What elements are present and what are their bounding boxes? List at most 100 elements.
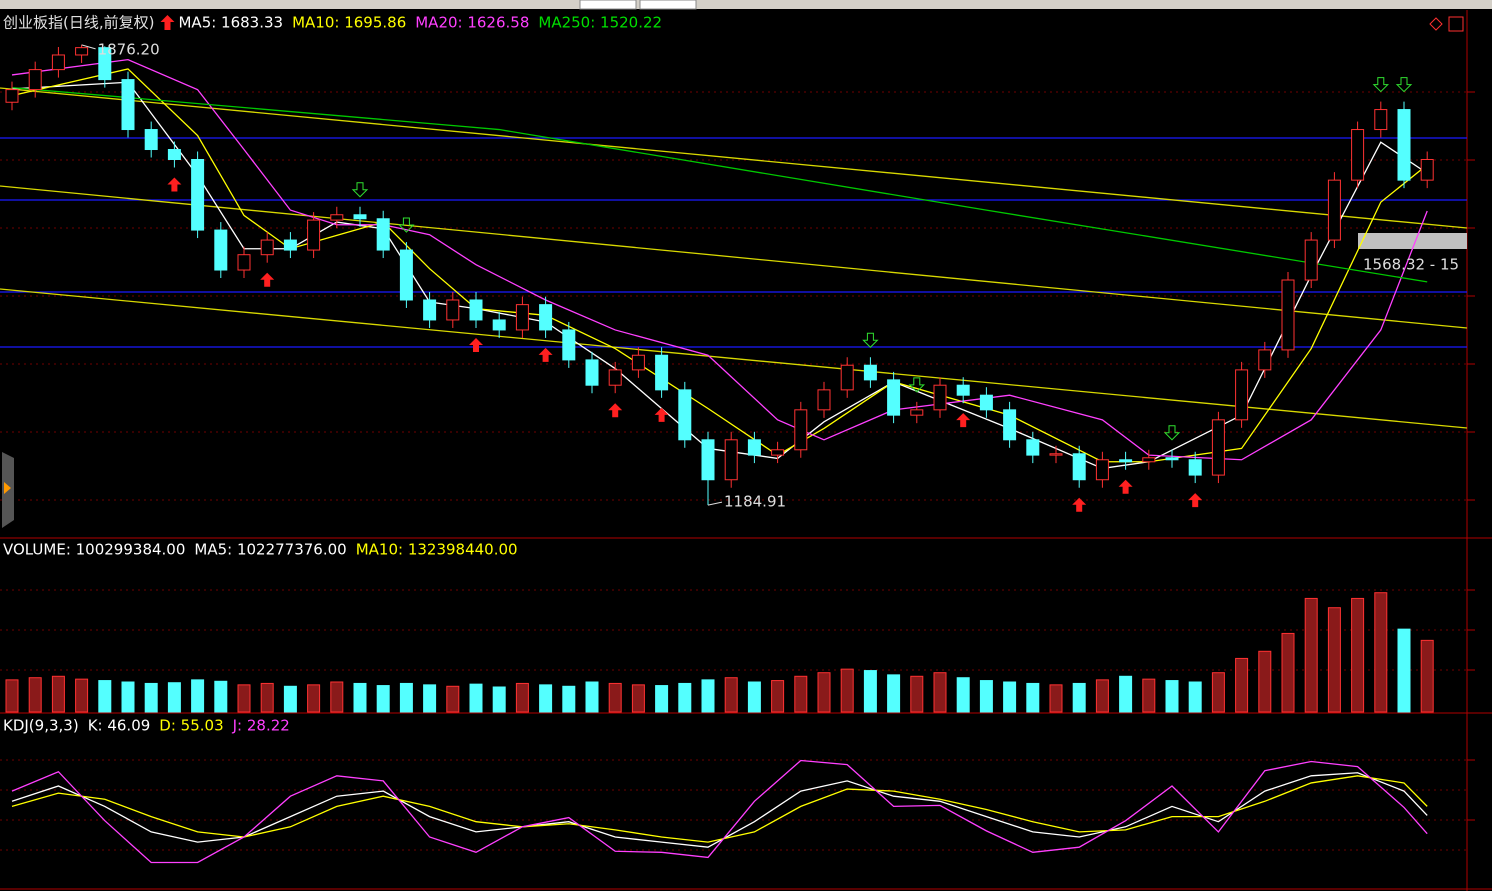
volume-bar — [1327, 607, 1341, 713]
chart-title: 创业板指(日线,前复权) — [3, 14, 154, 32]
volume-bar — [1235, 657, 1249, 713]
sell-signal — [398, 217, 415, 233]
volume-bar — [353, 682, 367, 713]
sell-signal — [1372, 77, 1390, 93]
header-label: MA250: 1520.22 — [538, 14, 662, 32]
low-label: 1184.91 — [724, 493, 786, 511]
volume-bar — [492, 686, 506, 713]
sell-signal — [351, 182, 369, 198]
buy-signal — [167, 177, 182, 192]
candle-body — [608, 369, 622, 386]
title-arrow — [160, 15, 175, 30]
volume-bar — [817, 672, 831, 713]
volume-bar — [840, 668, 854, 713]
range-label: 1568.32 - 15 — [1363, 256, 1459, 274]
candle-body — [144, 129, 158, 151]
candle-body — [933, 384, 947, 411]
candle-body — [1235, 369, 1249, 421]
volume-bar — [515, 682, 529, 713]
header-label: D: 55.03 — [159, 717, 223, 735]
volume-bar — [446, 685, 460, 713]
dotted-grid — [0, 91, 1467, 851]
candle-body — [655, 354, 669, 391]
volume-bar — [631, 684, 645, 713]
volume-bar — [1304, 597, 1318, 713]
candle-body — [283, 239, 297, 251]
candle-body — [1397, 109, 1411, 181]
candle-body — [423, 299, 437, 321]
volume-bar — [1211, 672, 1225, 713]
candle-body — [446, 299, 460, 321]
buy-signal — [1072, 497, 1087, 512]
candle-body — [771, 449, 785, 456]
candle-body — [399, 249, 413, 301]
candle-body — [678, 389, 692, 441]
volume-bar — [260, 682, 274, 713]
header-label: K: 46.09 — [88, 717, 151, 735]
buy-signal — [1118, 479, 1133, 494]
candle-body — [214, 229, 228, 271]
volume-bar — [1095, 679, 1109, 713]
header-label: MA5: 102277376.00 — [194, 541, 346, 559]
volume-bar — [1374, 592, 1388, 713]
volume-bar — [1026, 682, 1040, 713]
volume-bar — [701, 679, 715, 713]
volume-bar — [585, 681, 599, 713]
volume-bar — [5, 679, 19, 713]
volume-bar — [562, 685, 576, 713]
volume-bar — [307, 684, 321, 713]
candle-body — [1351, 129, 1365, 181]
volume-bar — [1165, 680, 1179, 713]
candle-body — [956, 384, 970, 396]
buy-signal — [1188, 493, 1203, 508]
volume-bar — [1281, 632, 1295, 713]
candle-body — [1003, 409, 1017, 441]
candle-body — [1188, 459, 1202, 476]
candle-body — [469, 299, 483, 321]
volume-bar — [1119, 675, 1133, 713]
volume-bar — [794, 675, 808, 713]
candle-body — [794, 409, 808, 451]
volume-bar — [423, 684, 437, 713]
trend-lines — [0, 87, 1468, 429]
volume-bar — [608, 682, 622, 713]
candle-body — [562, 329, 576, 361]
sell-signal — [862, 332, 879, 348]
header-label: VOLUME: 100299384.00 — [3, 541, 185, 559]
volume-bar — [933, 672, 947, 713]
buy-signal — [260, 272, 275, 287]
volume-bar — [1351, 597, 1365, 713]
buy-signal — [538, 347, 553, 362]
candle-body — [167, 149, 181, 161]
window-button[interactable] — [1448, 16, 1464, 32]
indicator-line — [11, 86, 1428, 283]
candle-body — [747, 439, 761, 456]
volume-bar — [469, 683, 483, 713]
volume-bar — [28, 677, 42, 713]
candle-body — [1165, 457, 1179, 461]
tab[interactable] — [639, 0, 697, 10]
tab[interactable] — [579, 0, 637, 10]
indicator-line — [11, 772, 1428, 848]
header-label: J: 28.22 — [232, 717, 290, 735]
side-toggle-arrow — [4, 482, 11, 494]
header-label: MA10: 1695.86 — [292, 14, 406, 32]
candle-body — [840, 364, 854, 391]
candle-body — [353, 214, 367, 220]
volume-bar — [98, 680, 112, 713]
candle-body — [260, 239, 274, 256]
volume-bar — [956, 677, 970, 713]
volume-bar — [724, 677, 738, 713]
candle-body — [701, 439, 715, 481]
axis-ticks — [1467, 91, 1475, 821]
candle-body — [237, 254, 251, 271]
volume-bar — [399, 682, 413, 713]
volume-bar — [1072, 682, 1086, 713]
candle-body — [1095, 459, 1109, 481]
volume-bar — [747, 681, 761, 713]
candle-body — [1049, 453, 1063, 456]
header-label: KDJ(9,3,3) — [3, 717, 79, 735]
indicator-line — [11, 775, 1428, 843]
window-button[interactable] — [1429, 17, 1443, 31]
